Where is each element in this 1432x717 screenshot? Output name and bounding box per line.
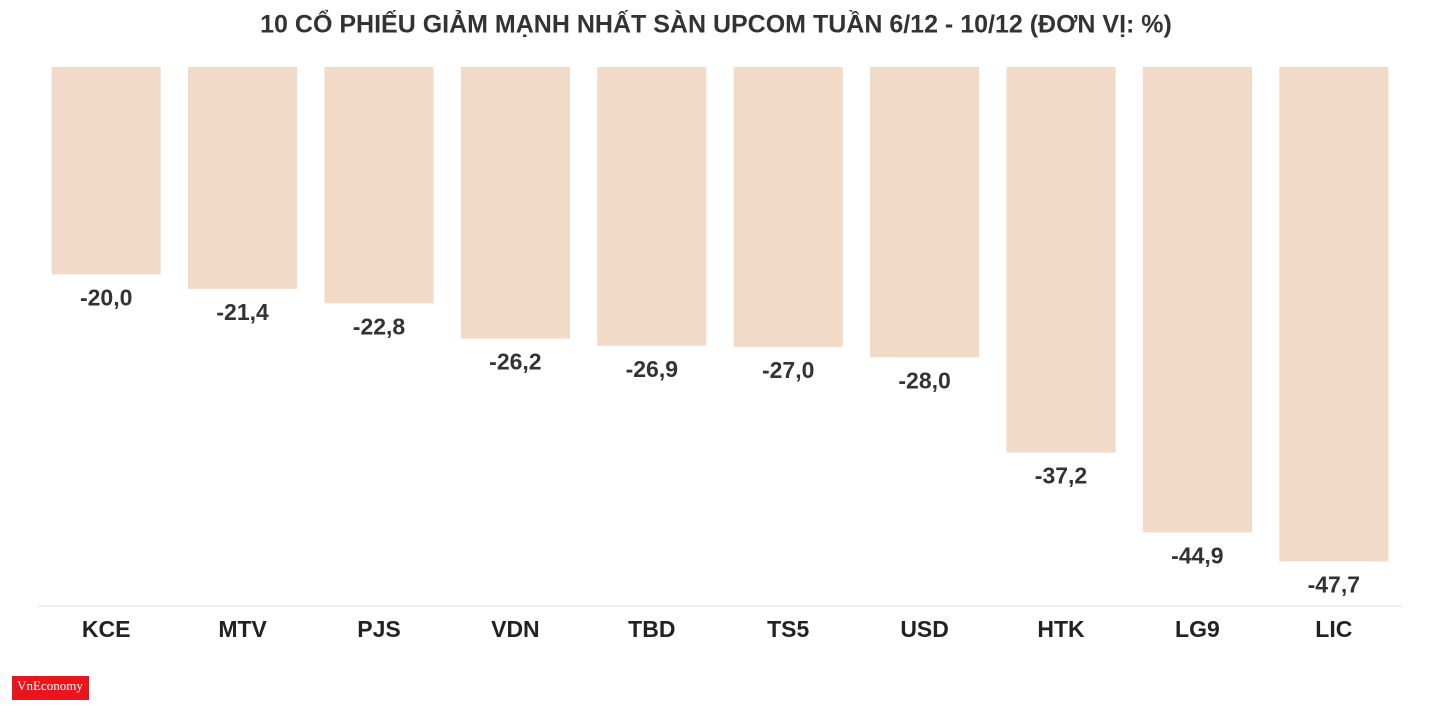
bar — [597, 67, 707, 346]
x-tick-label: USD — [900, 616, 949, 642]
bar — [1279, 67, 1389, 562]
x-tick-label: HTK — [1037, 616, 1085, 642]
value-label: -20,0 — [80, 284, 132, 310]
value-label: -26,9 — [626, 356, 678, 382]
x-tick-label: KCE — [82, 616, 131, 642]
value-label: -28,0 — [898, 367, 950, 393]
x-tick-label: MTV — [218, 616, 267, 642]
bar — [324, 67, 434, 304]
value-label: -37,2 — [1035, 463, 1087, 489]
x-tick-label: TBD — [628, 616, 675, 642]
x-tick-label: LG9 — [1175, 616, 1220, 642]
x-tick-label: TS5 — [767, 616, 809, 642]
bar — [51, 67, 161, 275]
value-label: -44,9 — [1171, 542, 1223, 568]
logo: VnEconomy — [17, 678, 83, 693]
bar — [1142, 67, 1252, 533]
bar — [188, 67, 298, 289]
bar — [1006, 67, 1116, 453]
value-label: -26,2 — [489, 349, 541, 375]
value-label: -27,0 — [762, 357, 814, 383]
x-tick-label: PJS — [357, 616, 400, 642]
value-label: -21,4 — [216, 299, 269, 325]
value-label: -47,7 — [1308, 572, 1360, 598]
x-tick-label: LIC — [1315, 616, 1352, 642]
chart-title: 10 CỔ PHIẾU GIẢM MẠNH NHẤT SÀN UPCOM TUẦ… — [260, 9, 1172, 39]
logo-box — [12, 676, 89, 700]
bar — [460, 67, 570, 339]
value-label: -22,8 — [353, 313, 406, 339]
bar — [870, 67, 980, 358]
bar — [733, 67, 843, 347]
x-tick-label: VDN — [491, 616, 540, 642]
